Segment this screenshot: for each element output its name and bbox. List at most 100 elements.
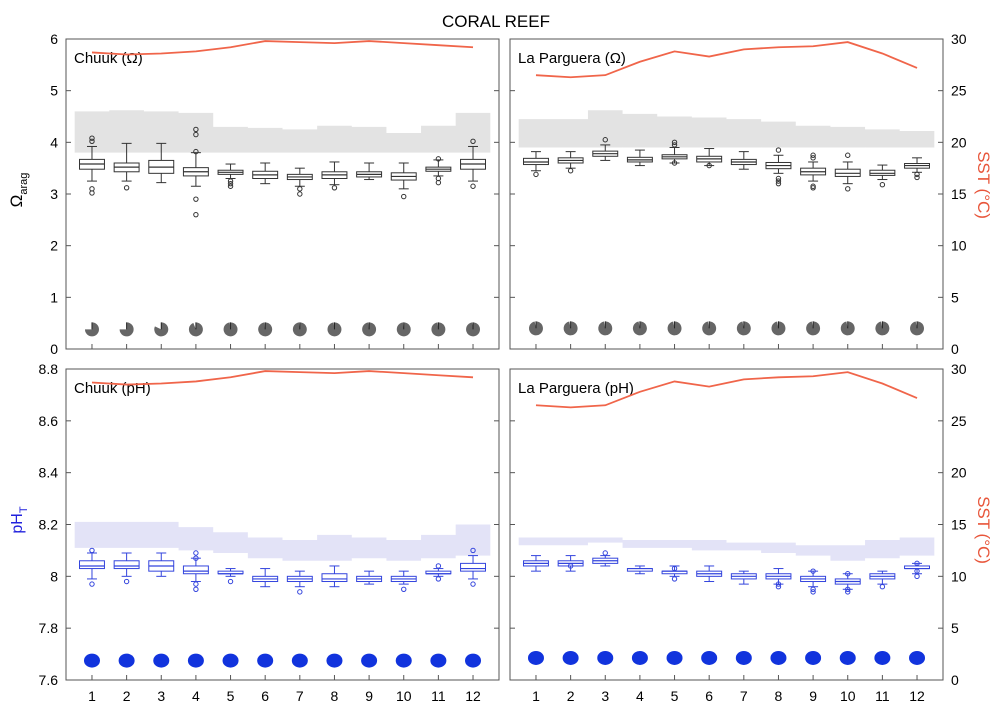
saturation-pie bbox=[154, 322, 169, 337]
outlier-point bbox=[297, 191, 303, 197]
y-right-tick-label: 20 bbox=[951, 465, 967, 481]
saturation-circle bbox=[187, 653, 204, 668]
saturation-pie bbox=[396, 322, 411, 337]
box-month-1 bbox=[79, 547, 105, 587]
x-tick-label: 10 bbox=[396, 688, 412, 704]
y-right-tick-label: 5 bbox=[951, 620, 959, 636]
y-right-tick-label: 10 bbox=[951, 568, 967, 584]
saturation-pie bbox=[875, 321, 890, 336]
saturation-pie bbox=[362, 322, 377, 337]
saturation-circle bbox=[631, 650, 648, 665]
outlier-point bbox=[914, 573, 920, 580]
outlier-point bbox=[810, 568, 816, 574]
saturation-circle bbox=[874, 650, 891, 665]
saturation-circle bbox=[465, 653, 482, 668]
saturation-circle bbox=[597, 650, 614, 665]
box-month-4 bbox=[626, 565, 653, 575]
pie-slice bbox=[362, 322, 377, 337]
svg-text:Ωarag: Ωarag bbox=[7, 173, 30, 208]
box-month-9 bbox=[356, 570, 383, 585]
svg-text:pHT: pHT bbox=[9, 506, 30, 533]
box-month-8 bbox=[321, 161, 348, 191]
outlier-point bbox=[193, 131, 199, 138]
saturation-circle bbox=[326, 653, 343, 668]
saturation-pie bbox=[223, 322, 238, 337]
box-month-11 bbox=[425, 156, 452, 186]
box-month-7 bbox=[286, 570, 313, 595]
box-month-12 bbox=[904, 157, 930, 181]
saturation-pie bbox=[702, 321, 717, 336]
panel-title: Chuuk (pH) bbox=[74, 380, 151, 397]
y-left-bottom-label-sub: T bbox=[18, 506, 30, 513]
box-month-12 bbox=[904, 560, 930, 580]
x-tick-label: 2 bbox=[123, 688, 131, 704]
outlier-point bbox=[567, 168, 574, 174]
x-tick-label: 3 bbox=[601, 688, 609, 704]
box-month-8 bbox=[765, 568, 792, 590]
y-left-tick-label: 3 bbox=[50, 186, 58, 202]
outlier-point bbox=[567, 563, 574, 569]
outlier-point bbox=[193, 148, 199, 155]
outlier-point bbox=[89, 135, 95, 141]
outlier-point bbox=[89, 138, 95, 145]
y-left-top-label-main: Ω bbox=[7, 195, 26, 208]
y-left-tick-label: 7.8 bbox=[39, 620, 59, 636]
box-month-12 bbox=[460, 547, 486, 587]
outlier-point bbox=[297, 186, 303, 192]
outlier-point bbox=[193, 581, 199, 587]
y-left-bottom-label-main: pH bbox=[9, 513, 26, 533]
threshold-band bbox=[74, 521, 491, 561]
outlier-point bbox=[671, 576, 678, 582]
outlier-point bbox=[671, 142, 678, 148]
outlier-point bbox=[775, 581, 782, 587]
saturation-circle bbox=[361, 653, 378, 668]
outlier-point bbox=[331, 185, 338, 191]
outlier-point bbox=[123, 578, 130, 585]
box-month-2 bbox=[557, 151, 584, 174]
saturation-circle bbox=[770, 650, 787, 665]
y-left-tick-label: 8.8 bbox=[39, 361, 59, 377]
saturation-circle bbox=[83, 653, 100, 668]
outlier-point bbox=[706, 162, 712, 169]
box-month-5 bbox=[661, 139, 688, 166]
saturation-pie bbox=[910, 321, 925, 336]
saturation-pie bbox=[528, 321, 543, 336]
outlier-point bbox=[227, 578, 234, 585]
outlier-point bbox=[227, 178, 234, 184]
y-left-tick-label: 4 bbox=[50, 134, 58, 150]
saturation-pie bbox=[736, 321, 751, 336]
y-right-bottom-label: SST (°C) bbox=[974, 496, 992, 564]
box-month-1 bbox=[523, 151, 549, 178]
x-tick-label: 5 bbox=[227, 688, 235, 704]
box-month-11 bbox=[869, 570, 896, 590]
outlier-point bbox=[89, 581, 95, 587]
saturation-circle bbox=[701, 650, 718, 665]
box-month-6 bbox=[252, 162, 279, 185]
box-month-3 bbox=[148, 552, 175, 577]
outlier-point bbox=[810, 586, 816, 592]
y-left-tick-label: 2 bbox=[50, 238, 58, 254]
y-right-tick-label: 10 bbox=[951, 238, 967, 254]
outlier-point bbox=[89, 190, 95, 196]
box-month-6 bbox=[252, 568, 279, 588]
x-tick-label: 2 bbox=[567, 688, 575, 704]
box-month-6 bbox=[696, 148, 723, 169]
box-month-9 bbox=[356, 162, 383, 181]
saturation-circle bbox=[527, 650, 544, 665]
outlier-point bbox=[193, 586, 199, 592]
saturation-circle bbox=[118, 653, 135, 668]
saturation-pie bbox=[188, 322, 203, 337]
outlier-point bbox=[227, 183, 234, 189]
box-month-9 bbox=[800, 152, 827, 191]
y-left-bottom-label: pHT bbox=[9, 506, 30, 533]
box-month-5 bbox=[661, 565, 688, 582]
saturation-circle bbox=[666, 650, 683, 665]
saturation-circle bbox=[257, 653, 274, 668]
y-left-tick-label: 8.6 bbox=[39, 413, 59, 429]
outlier-point bbox=[89, 547, 95, 554]
x-tick-label: 9 bbox=[809, 688, 817, 704]
outlier-point bbox=[810, 155, 816, 161]
threshold-band bbox=[518, 537, 935, 561]
